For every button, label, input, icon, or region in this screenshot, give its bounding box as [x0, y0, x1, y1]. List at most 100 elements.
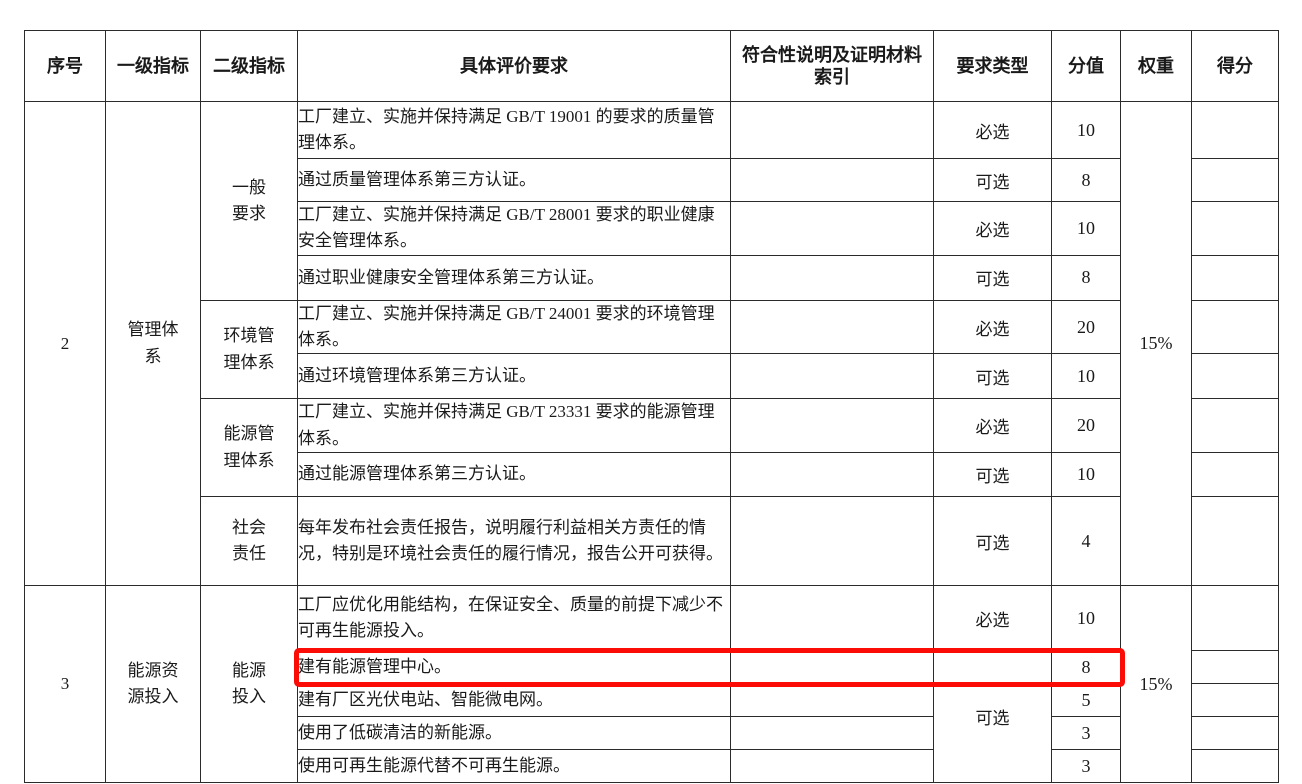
- cell-level2-social: 社会 责任: [200, 496, 298, 587]
- cell-type-optional-span: 可选: [933, 650, 1052, 784]
- evaluation-requirements-table: 序号 一级指标 二级指标 具体评价要求 符合性说明及证明材料索引 要求类型 分值…: [24, 30, 1279, 784]
- cell-point[interactable]: [1191, 585, 1279, 652]
- cell-evidence[interactable]: [730, 101, 934, 159]
- table-row: 通过能源管理体系第三方认证。 可选 10: [25, 452, 1279, 498]
- cell-evidence[interactable]: [730, 398, 934, 454]
- cell-type: 必选: [933, 585, 1052, 652]
- cell-score: 8: [1051, 650, 1121, 685]
- table-row: 社会 责任 每年发布社会责任报告，说明履行利益相关方责任的情况，特别是环境社会责…: [25, 496, 1279, 587]
- table-row: 能源管 理体系 工厂建立、实施并保持满足 GB/T 23331 要求的能源管理体…: [25, 398, 1279, 498]
- cell-requirement: 通过环境管理体系第三方认证。: [297, 353, 731, 400]
- cell-level1-management: 管理体 系: [105, 100, 201, 587]
- cell-evidence[interactable]: [730, 158, 934, 202]
- header-type: 要求类型: [933, 30, 1052, 102]
- cell-score: 10: [1051, 353, 1121, 400]
- cell-score: 8: [1051, 158, 1121, 202]
- table-row: 2 管理体 系 一般 要求 工厂建立、实施并保持满足 GB/T 19001 的要…: [24, 100, 1279, 587]
- cell-requirement: 使用可再生能源代替不可再生能源。: [297, 749, 731, 784]
- cell-evidence[interactable]: [730, 585, 934, 652]
- cell-evidence[interactable]: [730, 496, 934, 587]
- cell-requirement: 工厂建立、实施并保持满足 GB/T 24001 要求的环境管理体系。: [297, 299, 731, 355]
- cell-score: 8: [1051, 254, 1121, 301]
- cell-point[interactable]: [1191, 650, 1279, 685]
- cell-point[interactable]: [1191, 749, 1279, 784]
- cell-type: 必选: [933, 299, 1052, 355]
- cell-type: 必选: [933, 398, 1052, 454]
- cell-score: 3: [1051, 716, 1121, 751]
- cell-evidence[interactable]: [730, 716, 934, 751]
- cell-requirement-energy-center: 建有能源管理中心。: [297, 650, 731, 685]
- table-row: 通过职业健康安全管理体系第三方认证。 可选 8: [25, 254, 1279, 301]
- cell-point[interactable]: [1191, 299, 1279, 355]
- cell-evidence[interactable]: [730, 299, 934, 355]
- cell-level1-energy-resource: 能源资 源投入: [105, 585, 201, 784]
- table-row: 使用了低碳清洁的新能源。 3: [25, 716, 1279, 751]
- cell-weight-2: 15%: [1120, 100, 1192, 587]
- cell-seq-2: 2: [24, 100, 106, 587]
- table-row: 使用可再生能源代替不可再生能源。 3: [25, 749, 1279, 784]
- header-level2: 二级指标: [200, 30, 298, 102]
- cell-weight-3: 15%: [1120, 585, 1192, 784]
- cell-level2-energy-system: 能源管 理体系: [200, 398, 298, 498]
- header-point: 得分: [1191, 30, 1279, 102]
- table-row: 建有厂区光伏电站、智能微电网。 5: [25, 683, 1279, 718]
- table-row: 通过质量管理体系第三方认证。 可选 8: [25, 158, 1279, 202]
- cell-evidence[interactable]: [730, 683, 934, 718]
- cell-point[interactable]: [1191, 353, 1279, 400]
- cell-point[interactable]: [1191, 201, 1279, 256]
- header-score: 分值: [1051, 30, 1121, 102]
- cell-score: 20: [1051, 398, 1121, 454]
- cell-evidence[interactable]: [730, 254, 934, 301]
- cell-requirement: 通过质量管理体系第三方认证。: [297, 158, 731, 202]
- table-row: 通过环境管理体系第三方认证。 可选 10: [25, 353, 1279, 400]
- cell-type: 可选: [933, 254, 1052, 301]
- cell-point[interactable]: [1191, 101, 1279, 159]
- cell-requirement: 工厂建立、实施并保持满足 GB/T 28001 要求的职业健康安全管理体系。: [297, 201, 731, 256]
- cell-score: 5: [1051, 683, 1121, 718]
- cell-point[interactable]: [1191, 398, 1279, 454]
- cell-requirement: 每年发布社会责任报告，说明履行利益相关方责任的情况，特别是环境社会责任的履行情况…: [297, 496, 731, 587]
- header-seq: 序号: [24, 30, 106, 102]
- cell-point[interactable]: [1191, 254, 1279, 301]
- cell-type: 必选: [933, 201, 1052, 256]
- table-row: 工厂建立、实施并保持满足 GB/T 28001 要求的职业健康安全管理体系。 必…: [25, 201, 1279, 256]
- header-evidence: 符合性说明及证明材料索引: [730, 30, 934, 102]
- cell-point[interactable]: [1191, 496, 1279, 587]
- cell-requirement: 使用了低碳清洁的新能源。: [297, 716, 731, 751]
- cell-evidence[interactable]: [730, 353, 934, 400]
- cell-seq-3: 3: [24, 585, 106, 784]
- cell-score: 10: [1051, 101, 1121, 159]
- cell-type: 可选: [933, 158, 1052, 202]
- cell-score: 3: [1051, 749, 1121, 784]
- cell-point[interactable]: [1191, 452, 1279, 498]
- cell-score: 10: [1051, 201, 1121, 256]
- header-level1: 一级指标: [105, 30, 201, 102]
- cell-evidence[interactable]: [730, 749, 934, 784]
- cell-requirement: 工厂建立、实施并保持满足 GB/T 23331 要求的能源管理体系。: [297, 398, 731, 454]
- cell-score: 10: [1051, 585, 1121, 652]
- cell-evidence[interactable]: [730, 452, 934, 498]
- cell-level2-environment: 环境管 理体系: [200, 299, 298, 400]
- cell-point[interactable]: [1191, 716, 1279, 751]
- cell-type: 可选: [933, 496, 1052, 587]
- cell-point[interactable]: [1191, 683, 1279, 718]
- header-requirement: 具体评价要求: [297, 30, 731, 102]
- cell-level2-general: 一般 要求: [200, 101, 298, 301]
- header-weight: 权重: [1120, 30, 1192, 102]
- cell-evidence[interactable]: [730, 201, 934, 256]
- cell-requirement: 建有厂区光伏电站、智能微电网。: [297, 683, 731, 718]
- table-row: 环境管 理体系 工厂建立、实施并保持满足 GB/T 24001 要求的环境管理体…: [25, 299, 1279, 400]
- cell-score: 10: [1051, 452, 1121, 498]
- table-row-highlighted: 建有能源管理中心。 可选 8: [25, 650, 1279, 784]
- cell-point[interactable]: [1191, 158, 1279, 202]
- cell-type: 可选: [933, 452, 1052, 498]
- cell-type: 必选: [933, 101, 1052, 159]
- cell-level2-energy-input: 能源 投入: [200, 585, 298, 784]
- cell-requirement: 通过能源管理体系第三方认证。: [297, 452, 731, 498]
- cell-requirement: 通过职业健康安全管理体系第三方认证。: [297, 254, 731, 301]
- cell-evidence[interactable]: [730, 650, 934, 685]
- table-header-row: 序号 一级指标 二级指标 具体评价要求 符合性说明及证明材料索引 要求类型 分值…: [24, 30, 1279, 102]
- cell-score: 4: [1051, 496, 1121, 587]
- table-row: 3 能源资 源投入 能源 投入 工厂应优化用能结构，在保证安全、质量的前提下减少…: [24, 585, 1279, 784]
- cell-type: 可选: [933, 353, 1052, 400]
